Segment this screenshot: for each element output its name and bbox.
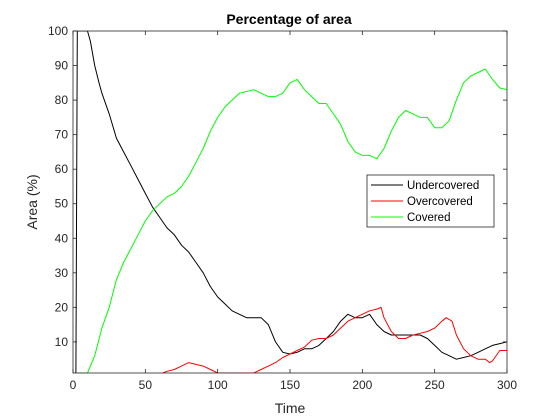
y-tick-label: 50 [55, 197, 69, 211]
y-axis-label: Area (%) [24, 174, 40, 229]
y-tick-label: 60 [55, 162, 69, 176]
series-line-covered [73, 68, 507, 373]
legend-label-undercovered: Undercovered [407, 180, 479, 192]
y-tick-label: 30 [55, 266, 69, 280]
x-tick-label: 200 [352, 378, 372, 392]
y-tick-label: 80 [55, 93, 69, 107]
series-line-undercovered [73, 31, 507, 373]
x-tick-label: 100 [208, 378, 228, 392]
y-tick-label: 10 [55, 335, 69, 349]
series-layer [73, 31, 507, 373]
series-line-overcovered [162, 306, 507, 373]
x-tick-label: 0 [70, 378, 77, 392]
y-tick-label: 100 [48, 24, 68, 38]
x-tick-label: 150 [280, 378, 300, 392]
y-tick-label: 20 [55, 300, 69, 314]
x-tick-label: 300 [497, 378, 517, 392]
y-tick-label: 40 [55, 231, 69, 245]
y-tick-label: 70 [55, 128, 69, 142]
legend-label-overcovered: Overcovered [407, 196, 473, 208]
x-tick-label: 50 [139, 378, 153, 392]
y-tick-label: 90 [55, 59, 69, 73]
x-axis-label: Time [275, 400, 306, 416]
legend-label-covered: Covered [407, 212, 450, 224]
x-tick-label: 250 [425, 378, 445, 392]
chart-title: Percentage of area [226, 11, 351, 27]
legend: Undercovered Overcovered Covered [366, 174, 495, 228]
axes-layer: 0 50 100 150 200 250 300 10 20 30 40 50 60 70 80 90 100 [48, 24, 517, 392]
